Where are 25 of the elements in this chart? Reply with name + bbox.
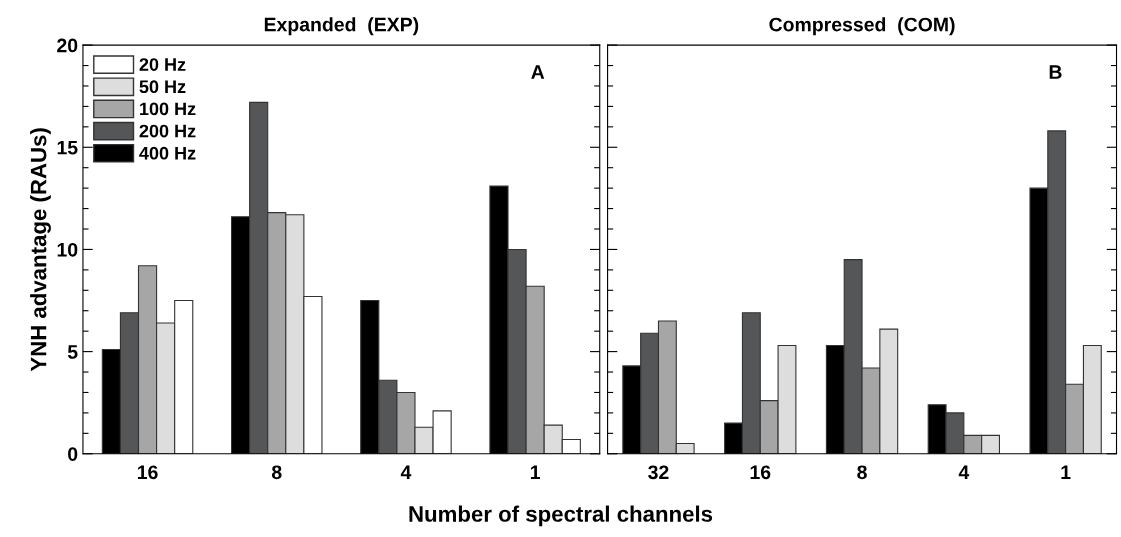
x-tick-label: 1 (1061, 465, 1071, 479)
y-tick-label: 15 (57, 140, 78, 155)
y-tick-label: 20 (57, 38, 78, 53)
legend-label: 200 Hz (139, 124, 196, 138)
chart-title: Compressed (COM) (769, 17, 955, 36)
x-tick-label: 8 (271, 465, 282, 480)
legend-label: 20 Hz (139, 58, 186, 71)
annotation: A (531, 65, 545, 79)
legend-label: 50 Hz (139, 80, 186, 94)
x-tick-label: 4 (400, 465, 412, 479)
x-tick-label: 1 (530, 465, 540, 479)
legend-label: 400 Hz (139, 146, 196, 160)
x-tick-label: 8 (857, 465, 867, 480)
x-tick-label: 16 (750, 465, 771, 480)
y-axis-title: YNH advantage (RAUs) (30, 128, 51, 372)
y-tick-label: 10 (57, 242, 78, 257)
x-tick-label: 16 (137, 465, 158, 480)
chart-title: Expanded (EXP) (264, 17, 419, 36)
x-axis-title: Number of spectral channels (409, 505, 713, 527)
legend-label: 100 Hz (140, 102, 196, 116)
annotation: B (1049, 65, 1062, 79)
y-tick-label: 0 (68, 447, 78, 461)
y-tick-label: 5 (67, 345, 78, 359)
x-tick-label: 4 (958, 465, 970, 479)
x-tick-label: 32 (648, 465, 669, 480)
